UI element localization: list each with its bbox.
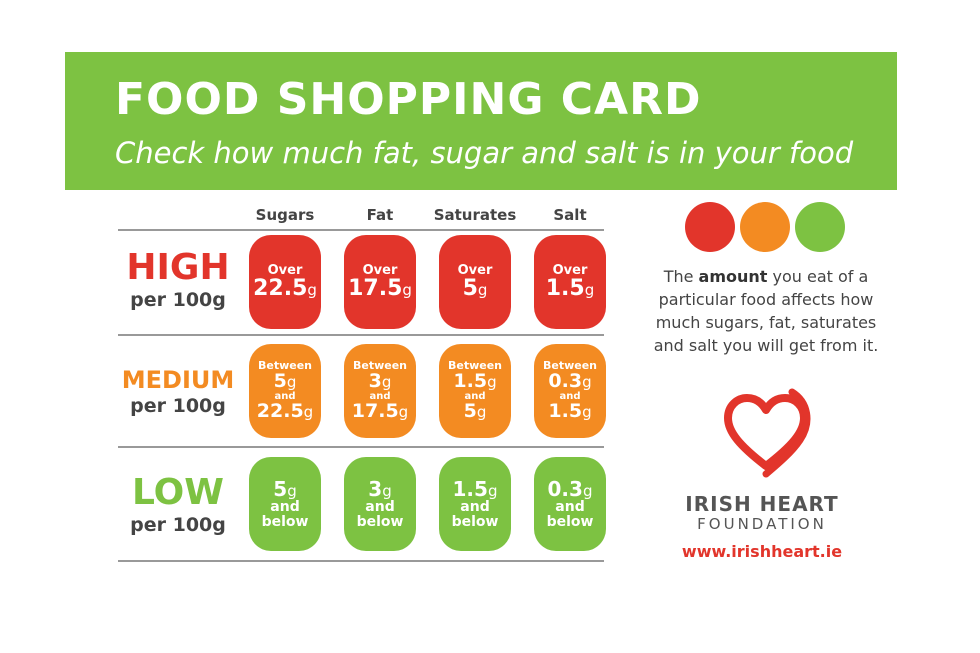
org-name-line1: IRISH HEART	[685, 492, 839, 516]
traffic-light-orange	[740, 202, 790, 252]
info-text-bold: amount	[698, 267, 768, 286]
pill-unit: g	[582, 481, 593, 500]
pill-unit: g	[584, 281, 595, 300]
table-rule	[118, 560, 604, 562]
row-label-high: HIGH per 100g	[118, 247, 238, 312]
pill-low-saturates: 1.5g and below	[439, 457, 511, 551]
pill-over: Over	[552, 262, 588, 278]
pill-value: 1.5	[545, 276, 585, 302]
per-100g-label: per 100g	[130, 514, 226, 536]
pill-between: Between	[447, 359, 503, 373]
page-title: FOOD SHOPPING CARD	[115, 74, 702, 125]
pill-below: below	[261, 513, 309, 530]
pill-medium-sugars: Between 5g and 22.5g	[249, 344, 321, 438]
column-header-saturates: Saturates	[433, 206, 517, 224]
pill-unit: g	[398, 403, 409, 422]
pill-value: 5	[463, 400, 477, 423]
pill-medium-saturates: Between 1.5g and 5g	[439, 344, 511, 438]
pill-high-fat: Over 17.5g	[344, 235, 416, 329]
pill-high-saturates: Over 5g	[439, 235, 511, 329]
pill-value: 5	[273, 369, 287, 392]
traffic-light-red	[685, 202, 735, 252]
pill-high-salt: Over 1.5g	[534, 235, 606, 329]
pill-below: below	[546, 513, 594, 530]
table-rule	[118, 446, 604, 448]
pill-over: Over	[267, 262, 303, 278]
pill-and: and	[365, 498, 395, 515]
pill-unit: g	[381, 372, 392, 391]
pill-over: Over	[362, 262, 398, 278]
info-text-pre: The	[663, 267, 699, 286]
pill-value: 1.5	[453, 369, 488, 392]
pill-and: and	[559, 390, 581, 402]
pill-and: and	[555, 498, 585, 515]
pill-unit: g	[487, 481, 498, 500]
pill-low-fat: 3g and below	[344, 457, 416, 551]
pill-unit: g	[582, 403, 592, 422]
org-name-line2: FOUNDATION	[697, 515, 827, 533]
pill-value: 3	[368, 476, 383, 501]
row-label-low: LOW per 100g	[118, 472, 238, 537]
pill-unit: g	[476, 403, 487, 422]
pill-between: Between	[352, 359, 408, 373]
pill-between: Between	[257, 359, 313, 373]
pill-unit: g	[303, 403, 314, 422]
pill-value: 0.3	[547, 476, 583, 501]
pill-medium-salt: Between 0.3g and 1.5g	[534, 344, 606, 438]
pill-high-sugars: Over 22.5g	[249, 235, 321, 329]
pill-unit: g	[582, 372, 592, 391]
website-link[interactable]: www.irishheart.ie	[681, 542, 843, 561]
level-medium: MEDIUM	[121, 366, 235, 394]
column-header-sugars: Sugars	[255, 206, 315, 224]
table-rule	[118, 229, 604, 231]
level-high: HIGH	[126, 247, 230, 288]
table-rule	[118, 334, 604, 336]
pill-unit: g	[307, 281, 317, 300]
column-header-fat: Fat	[366, 206, 394, 224]
pill-value: 5	[273, 476, 288, 501]
pill-between: Between	[542, 359, 598, 373]
level-low: LOW	[132, 472, 224, 513]
pill-unit: g	[286, 372, 297, 391]
pill-low-sugars: 5g and below	[249, 457, 321, 551]
pill-value: 5	[462, 276, 478, 302]
pill-unit: g	[477, 281, 488, 300]
info-text-post: you eat of a particular food affects how…	[653, 267, 879, 355]
traffic-light-green	[795, 202, 845, 252]
per-100g-label: per 100g	[130, 395, 226, 417]
page-subtitle: Check how much fat, sugar and salt is in…	[115, 136, 854, 170]
pill-unit: g	[487, 372, 497, 391]
pill-medium-fat: Between 3g and 17.5g	[344, 344, 416, 438]
heart-logo-icon	[720, 388, 812, 478]
pill-low-salt: 0.3g and below	[534, 457, 606, 551]
pill-value: 1.5	[548, 400, 583, 423]
pill-unit: g	[382, 481, 392, 500]
pill-value: 17.5	[351, 400, 399, 423]
pill-below: below	[451, 513, 499, 530]
pill-over: Over	[457, 262, 493, 278]
pill-unit: g	[402, 281, 412, 300]
pill-value: 3	[368, 369, 382, 392]
header-banner: FOOD SHOPPING CARD Check how much fat, s…	[65, 52, 897, 190]
pill-value: 22.5	[253, 276, 308, 302]
pill-and: and	[460, 498, 490, 515]
pill-value: 22.5	[256, 400, 304, 423]
pill-and: and	[369, 390, 391, 402]
pill-and: and	[274, 390, 296, 402]
row-label-medium: MEDIUM per 100g	[118, 368, 238, 417]
per-100g-label: per 100g	[130, 289, 226, 311]
pill-value: 17.5	[348, 276, 403, 302]
info-text: The amount you eat of a particular food …	[651, 265, 881, 357]
pill-unit: g	[287, 481, 297, 500]
food-shopping-card: FOOD SHOPPING CARD Check how much fat, s…	[65, 52, 897, 592]
pill-value: 0.3	[548, 369, 583, 392]
pill-and: and	[464, 390, 486, 402]
pill-value: 1.5	[452, 476, 488, 501]
pill-and: and	[270, 498, 300, 515]
column-header-salt: Salt	[553, 206, 587, 224]
pill-below: below	[356, 513, 404, 530]
